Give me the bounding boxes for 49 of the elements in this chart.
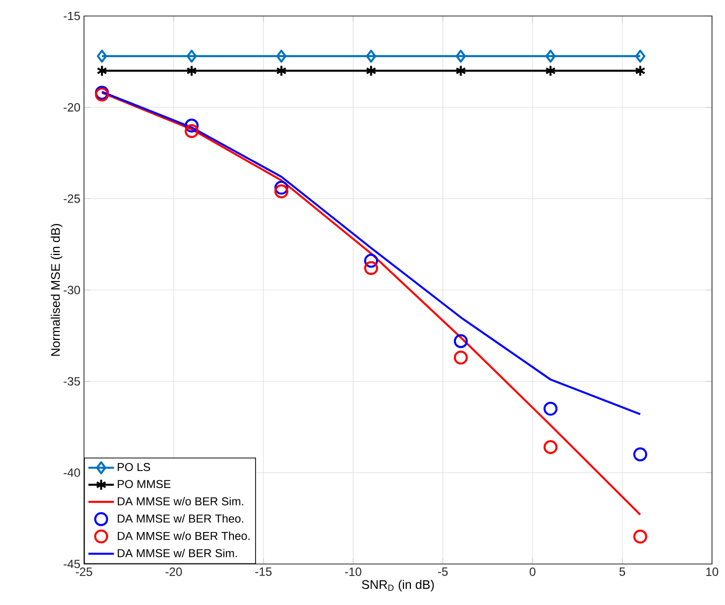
point — [633, 447, 648, 462]
point — [634, 64, 646, 77]
legend-label: PO LS — [118, 463, 150, 472]
legend-label: DA MMSE w/o BER Sim. — [118, 496, 244, 506]
point — [544, 402, 558, 416]
point — [276, 50, 286, 63]
y-tick-label: -35 — [64, 377, 80, 386]
point — [276, 64, 287, 77]
x-tick-label: -5 — [438, 568, 448, 576]
point — [454, 350, 468, 365]
legend-label: DA MMSE w/o BER Theo. — [118, 532, 250, 540]
point — [186, 50, 197, 63]
point — [633, 530, 648, 544]
point — [274, 180, 288, 195]
x-tick-label: -15 — [255, 568, 272, 576]
y-axis-title: Normalised MSE (in dB) — [50, 224, 62, 356]
x-tick-label: -25 — [76, 568, 92, 576]
point — [274, 184, 288, 198]
legend-label: PO MMSE — [118, 480, 170, 488]
point — [455, 64, 466, 77]
point — [364, 261, 378, 276]
x-tick-label: -10 — [345, 568, 362, 576]
point — [454, 334, 468, 348]
y-tick-label: -30 — [64, 286, 80, 294]
point — [96, 50, 108, 63]
y-tick-label: -45 — [64, 560, 80, 568]
point — [366, 64, 376, 77]
point — [544, 440, 558, 454]
legend-label: DA MMSE w/ BER Theo. — [118, 514, 244, 523]
x-tick-label: -20 — [166, 568, 182, 576]
legend-label: DA MMSE w/ BER Sim. — [118, 548, 237, 558]
point — [96, 64, 108, 77]
point — [545, 50, 556, 63]
x-tick-label: 0 — [530, 568, 536, 576]
point — [186, 64, 197, 77]
y-tick-label: -40 — [64, 468, 80, 477]
point — [545, 64, 556, 77]
x-tick-label: 5 — [619, 568, 626, 576]
y-tick-label: -25 — [64, 194, 80, 203]
point — [635, 50, 646, 63]
point — [184, 118, 199, 133]
x-axis-title: SNR$_{D}$ (in dB) — [362, 580, 434, 592]
point — [364, 254, 378, 268]
x-tick-label: 10 — [706, 568, 718, 576]
point — [456, 50, 466, 63]
point — [366, 50, 376, 63]
point — [184, 124, 199, 138]
y-tick-label: -20 — [64, 103, 80, 112]
y-tick-label: -15 — [64, 12, 80, 20]
